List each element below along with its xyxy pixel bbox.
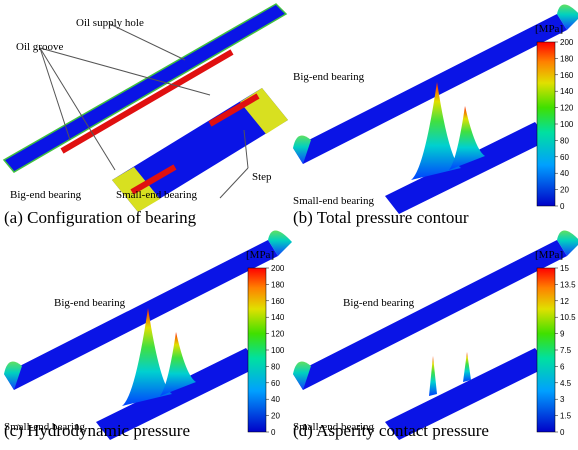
label: Big-end bearing bbox=[293, 71, 365, 83]
oil-groove bbox=[208, 93, 260, 127]
colorbar-unit: [MPa] bbox=[535, 23, 563, 35]
panel: [MPa] 0 1.5 3 4.5 6 7.5 9 10.5 12 13.5 15 Big-end be… bbox=[293, 230, 578, 440]
end-bump bbox=[557, 4, 578, 30]
leader bbox=[39, 47, 211, 96]
colorbar-tick-label: 60 bbox=[271, 379, 280, 388]
colorbar-tick-label: 140 bbox=[271, 313, 285, 322]
colorbar-tick-label: 20 bbox=[271, 412, 280, 421]
label: Small-end bearing bbox=[4, 421, 85, 433]
small-end-strip bbox=[96, 348, 260, 440]
colorbar-tick-label: 40 bbox=[560, 169, 569, 178]
panel: [MPa] 0 20 40 60 80 100 120 140 160 180 200 Big-end … bbox=[293, 4, 578, 227]
colorbar-tick-label: 10.5 bbox=[560, 313, 576, 322]
big-end-strip bbox=[293, 240, 567, 390]
end-bump bbox=[293, 361, 311, 390]
pressure-peak bbox=[122, 308, 172, 406]
label: Small-end bearing bbox=[293, 421, 374, 433]
end-bump bbox=[557, 230, 578, 256]
caption: (c) Hydrodynamic pressure bbox=[4, 421, 190, 440]
colorbar-unit: [MPa] bbox=[246, 249, 274, 261]
colorbar-tick-label: 9 bbox=[560, 330, 565, 339]
colorbar-tick-label: 100 bbox=[271, 346, 285, 355]
small-end-strip bbox=[385, 348, 549, 440]
colorbar-tick-label: 20 bbox=[560, 186, 569, 195]
label: Big-end bearing bbox=[10, 189, 82, 201]
end-bump bbox=[268, 230, 292, 256]
leader bbox=[109, 23, 186, 61]
label: Small-end bearing bbox=[293, 195, 374, 207]
colorbar-tick-label: 180 bbox=[271, 280, 285, 289]
pressure-peak bbox=[463, 352, 471, 382]
colorbar-tick-label: 15 bbox=[560, 264, 569, 273]
colorbar-tick-label: 40 bbox=[271, 395, 280, 404]
label: Big-end bearing bbox=[343, 297, 415, 309]
caption: (b) Total pressure contour bbox=[293, 208, 469, 227]
colorbar-tick-label: 13.5 bbox=[560, 280, 576, 289]
colorbar-tick-label: 120 bbox=[271, 330, 285, 339]
leader bbox=[243, 129, 249, 169]
colorbar: [MPa] 0 20 40 60 80 100 120 140 160 180 200 bbox=[246, 249, 285, 437]
pressure-peak bbox=[429, 356, 437, 396]
caption: (d) Asperity contact pressure bbox=[293, 421, 489, 440]
pressure-peak bbox=[411, 82, 461, 180]
colorbar-tick-label: 80 bbox=[560, 136, 569, 145]
big-end-strip bbox=[293, 14, 567, 164]
caption: (a) Configuration of bearing bbox=[4, 208, 197, 227]
label: Big-end bearing bbox=[54, 297, 126, 309]
oil-groove bbox=[60, 49, 234, 154]
colorbar-tick-label: 1.5 bbox=[560, 412, 572, 421]
colorbar-tick-label: 3 bbox=[560, 395, 565, 404]
colorbar-unit: [MPa] bbox=[535, 249, 563, 261]
colorbar-tick-label: 120 bbox=[560, 104, 574, 113]
colorbar-scale bbox=[536, 267, 556, 433]
colorbar-tick-label: 4.5 bbox=[560, 379, 572, 388]
leader bbox=[219, 167, 249, 199]
colorbar-tick-label: 100 bbox=[560, 120, 574, 129]
colorbar-tick-label: 0 bbox=[271, 428, 276, 437]
big-end-strip bbox=[4, 240, 278, 390]
colorbar-tick-label: 60 bbox=[560, 153, 569, 162]
end-bump bbox=[293, 135, 311, 164]
colorbar: [MPa] 0 1.5 3 4.5 6 7.5 9 10.5 12 13.5 15 bbox=[535, 249, 576, 437]
colorbar-tick-label: 7.5 bbox=[560, 346, 572, 355]
oil-groove bbox=[130, 164, 177, 195]
colorbar: [MPa] 0 20 40 60 80 100 120 140 160 180 200 bbox=[535, 23, 574, 211]
big-end-strip bbox=[2, 3, 288, 173]
panel: Oil supply hole Oil groove Big-end bearing… bbox=[2, 3, 288, 227]
label: Oil groove bbox=[16, 41, 63, 53]
colorbar-tick-label: 200 bbox=[271, 264, 285, 273]
colorbar-tick-label: 6 bbox=[560, 362, 565, 371]
pressure-peak bbox=[449, 106, 485, 170]
colorbar-scale bbox=[247, 267, 267, 433]
small-end-strip bbox=[385, 122, 549, 214]
colorbar-tick-label: 180 bbox=[560, 54, 574, 63]
colorbar-tick-label: 12 bbox=[560, 297, 569, 306]
label: Small-end bearing bbox=[116, 189, 197, 201]
end-bump bbox=[4, 361, 22, 390]
panel: [MPa] 0 20 40 60 80 100 120 140 160 180 200 Big-end … bbox=[4, 230, 292, 440]
colorbar-tick-label: 160 bbox=[560, 71, 574, 80]
colorbar-tick-label: 0 bbox=[560, 428, 565, 437]
colorbar-tick-label: 140 bbox=[560, 87, 574, 96]
colorbar-tick-label: 0 bbox=[560, 202, 565, 211]
label: Step bbox=[252, 171, 272, 183]
colorbar-scale bbox=[536, 41, 556, 207]
colorbar-tick-label: 80 bbox=[271, 362, 280, 371]
colorbar-tick-label: 200 bbox=[560, 38, 574, 47]
label: Oil supply hole bbox=[76, 17, 144, 29]
leader bbox=[39, 47, 116, 171]
leader bbox=[39, 47, 71, 141]
colorbar-tick-label: 160 bbox=[271, 297, 285, 306]
pressure-peak bbox=[160, 332, 196, 396]
